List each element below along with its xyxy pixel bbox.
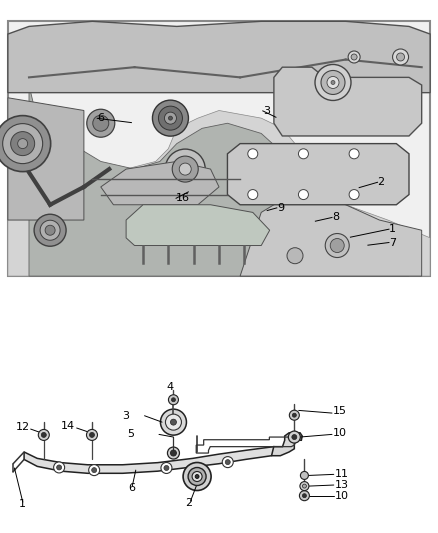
- Text: 1: 1: [18, 499, 25, 508]
- Circle shape: [290, 410, 299, 420]
- Text: 2: 2: [378, 177, 385, 187]
- Text: 9: 9: [277, 203, 284, 213]
- Text: 3: 3: [123, 411, 130, 421]
- Circle shape: [321, 70, 345, 94]
- Text: 8: 8: [332, 213, 339, 222]
- Circle shape: [89, 432, 95, 438]
- Circle shape: [287, 248, 303, 264]
- Circle shape: [86, 430, 98, 440]
- Circle shape: [169, 395, 178, 405]
- Polygon shape: [8, 98, 430, 276]
- Circle shape: [93, 115, 109, 131]
- Circle shape: [87, 109, 115, 137]
- Text: 7: 7: [389, 238, 396, 247]
- Circle shape: [41, 432, 46, 438]
- Circle shape: [302, 494, 307, 498]
- Circle shape: [171, 398, 176, 402]
- Circle shape: [57, 465, 62, 470]
- Text: 3: 3: [263, 106, 270, 116]
- Circle shape: [165, 149, 205, 189]
- Circle shape: [327, 76, 339, 88]
- Circle shape: [302, 484, 307, 488]
- Text: 12: 12: [16, 423, 30, 432]
- Circle shape: [222, 457, 233, 467]
- Circle shape: [298, 190, 308, 199]
- Circle shape: [179, 163, 191, 175]
- Circle shape: [170, 419, 177, 425]
- Circle shape: [161, 463, 172, 473]
- Circle shape: [170, 450, 177, 456]
- Text: 13: 13: [335, 480, 349, 490]
- Text: 16: 16: [176, 193, 190, 203]
- Circle shape: [392, 49, 409, 65]
- Circle shape: [325, 233, 349, 257]
- Circle shape: [152, 100, 188, 136]
- Polygon shape: [101, 161, 219, 205]
- Polygon shape: [8, 98, 84, 220]
- Circle shape: [248, 149, 258, 159]
- Circle shape: [248, 190, 258, 199]
- Circle shape: [11, 132, 35, 156]
- Circle shape: [169, 116, 173, 120]
- Circle shape: [18, 139, 28, 149]
- Circle shape: [164, 112, 177, 124]
- Circle shape: [331, 80, 335, 84]
- Text: 10: 10: [335, 491, 349, 500]
- Circle shape: [0, 116, 51, 172]
- Polygon shape: [126, 205, 270, 246]
- Text: 1: 1: [389, 224, 396, 234]
- Circle shape: [288, 431, 300, 443]
- Circle shape: [166, 414, 181, 430]
- Polygon shape: [8, 21, 430, 93]
- Text: 6: 6: [128, 483, 135, 492]
- Text: 15: 15: [333, 407, 347, 416]
- Circle shape: [159, 106, 183, 130]
- Text: 2: 2: [185, 498, 192, 507]
- Text: 11: 11: [335, 470, 349, 479]
- Polygon shape: [227, 143, 409, 205]
- Circle shape: [40, 220, 60, 240]
- Circle shape: [88, 465, 100, 475]
- Polygon shape: [24, 447, 276, 473]
- Text: 10: 10: [333, 428, 347, 438]
- FancyBboxPatch shape: [8, 21, 430, 276]
- Circle shape: [92, 467, 97, 473]
- Circle shape: [300, 471, 308, 480]
- Circle shape: [292, 413, 297, 417]
- Circle shape: [164, 465, 169, 471]
- Circle shape: [315, 64, 351, 100]
- Polygon shape: [240, 195, 422, 276]
- Text: 14: 14: [61, 422, 75, 431]
- Circle shape: [38, 430, 49, 440]
- Circle shape: [188, 467, 206, 486]
- Circle shape: [292, 434, 297, 440]
- Circle shape: [349, 190, 359, 199]
- Circle shape: [396, 53, 405, 61]
- Circle shape: [300, 482, 309, 490]
- Circle shape: [34, 214, 66, 246]
- Circle shape: [183, 463, 211, 490]
- Circle shape: [300, 491, 309, 500]
- Circle shape: [167, 447, 180, 459]
- Circle shape: [160, 409, 187, 435]
- Circle shape: [192, 472, 202, 481]
- Circle shape: [349, 149, 359, 159]
- Circle shape: [172, 156, 198, 182]
- Circle shape: [348, 51, 360, 63]
- Polygon shape: [272, 433, 302, 456]
- Circle shape: [53, 462, 65, 473]
- Circle shape: [351, 54, 357, 60]
- Polygon shape: [29, 85, 409, 276]
- Text: 4: 4: [166, 382, 173, 392]
- Circle shape: [195, 474, 199, 479]
- Text: 6: 6: [97, 114, 104, 123]
- Circle shape: [298, 149, 308, 159]
- Circle shape: [3, 124, 42, 164]
- Circle shape: [330, 239, 344, 253]
- Circle shape: [225, 459, 230, 465]
- Circle shape: [45, 225, 55, 235]
- Polygon shape: [274, 67, 422, 136]
- Text: 5: 5: [127, 430, 134, 439]
